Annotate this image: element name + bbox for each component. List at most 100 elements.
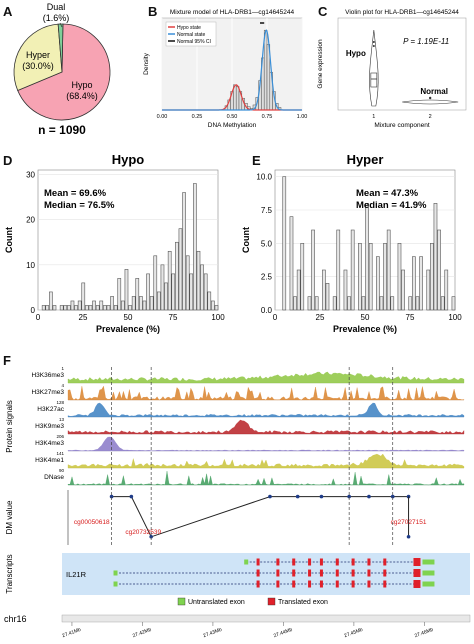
panel-f-coding-exon: [367, 580, 371, 588]
panel-b-xlabel: DNA Methylation: [208, 122, 257, 129]
panel-f-coord-label: 27.45Mb: [343, 627, 364, 639]
panel-f-utr-exon: [113, 581, 118, 587]
panel-f-coding-exon: [367, 558, 371, 566]
panel-f-coding-exon: [256, 580, 260, 588]
panel-f-transcripts-bg: [62, 553, 470, 595]
panel-f-coding-exon: [383, 569, 387, 577]
panel-b-xtick: 0.25: [192, 114, 203, 120]
panel-b-label: B: [148, 4, 158, 19]
panel-f-coding-exon: [319, 558, 323, 566]
panel-f-track-scale: 141: [56, 451, 64, 456]
panel-f-coding-exon: [276, 569, 280, 577]
pie-slice-hyper: [13, 23, 63, 91]
panel-f-dm-line: [111, 496, 409, 538]
panel-b-xtick: 0.50: [227, 114, 238, 120]
panel-f-coding-exon: [413, 569, 421, 577]
panel-f-track-signal: [67, 419, 465, 435]
panel-e-bar: [401, 269, 405, 311]
panel-f-track-scale: 206: [56, 434, 64, 439]
panel-f-track-label: H3K9me3: [35, 423, 64, 430]
panel-d-bar: [70, 300, 75, 311]
panel-f-signals-group-label: Protein signals: [5, 400, 14, 452]
panel-d-ytick: 20: [26, 216, 35, 225]
panel-c-title: Violin plot for HLA-DRB1—cg14645244: [345, 9, 459, 16]
panel-f-track-scale: 1: [61, 366, 64, 371]
panel-c-ylabel: Gene expression: [317, 39, 324, 89]
panel-e-plot-area: [274, 169, 456, 311]
panel-f-coding-exon: [256, 558, 260, 566]
panel-e-ytick: 2.5: [261, 273, 273, 282]
panel-d-bar: [59, 305, 64, 311]
panel-d-xtick: 75: [169, 313, 178, 322]
panel-f-coding-exon: [276, 558, 280, 566]
panel-c-label: C: [318, 4, 328, 19]
panel-c-annotation-normal: Normal: [420, 87, 448, 96]
panel-e-bar: [451, 296, 456, 311]
panel-b-xtick: 0.00: [157, 114, 168, 120]
panel-f-dm-point: [367, 494, 371, 499]
panel-d-bar: [185, 255, 190, 311]
panel-f-track-label: DNase: [44, 474, 64, 481]
panel-f-track-signal: [67, 453, 465, 469]
panel-d-bar: [164, 282, 168, 311]
panel-e-bar: [296, 269, 301, 311]
panel-d-bar: [103, 305, 107, 311]
panel-f-cpg-label: cg20732539: [125, 529, 161, 536]
panel-e-bar: [426, 269, 431, 311]
panel-e-mean: Mean = 47.3%: [356, 188, 419, 199]
panel-b-normal-curve: [162, 29, 302, 111]
panel-e-xtick: 75: [406, 313, 415, 322]
panel-f-coding-exon: [256, 569, 260, 577]
panel-f-legend-swatch: [177, 597, 186, 606]
panel-f-chrom-label: chr16: [4, 614, 27, 624]
pie-label-hypo-name: Hypo: [71, 80, 92, 90]
panel-e-bar: [415, 296, 420, 311]
panel-f-track-label: H3K4me1: [35, 457, 64, 464]
panel-d-bar: [67, 305, 71, 311]
panel-f-dm-point: [109, 494, 114, 499]
panel-e-bar: [408, 296, 413, 311]
panel-f-coding-exon: [351, 558, 355, 566]
panel-f-coding-exon: [351, 580, 355, 588]
panel-e-bar: [314, 296, 319, 311]
panel-f-utr-exon: [244, 559, 249, 565]
panel-d-bar: [200, 264, 204, 311]
panel-d-bar: [74, 305, 78, 311]
panel-f-coding-exon: [383, 558, 387, 566]
panel-f-tx-group-label: Transcripts: [5, 554, 14, 593]
panel-f-dm-point: [129, 494, 134, 499]
panel-f-coord-label: 27.41Mb: [61, 627, 82, 639]
panel-e-bar: [379, 296, 384, 311]
panel-f-legend-swatch: [267, 597, 276, 606]
panel-c-violin-normal: [402, 99, 459, 105]
panel-d-bar: [214, 305, 219, 311]
panel-e-bar: [433, 203, 438, 311]
panel-d-title: Hypo: [112, 152, 145, 167]
panel-f-coding-exon: [367, 569, 371, 577]
panel-e-xtick: 25: [316, 313, 325, 322]
panel-d-xtick: 100: [211, 313, 225, 322]
panel-d-bar: [142, 300, 147, 311]
panel-a-pie-chart: Hypo(68.4%) Hyper(30.0%) Dual(1.6%) n = 109…: [13, 2, 111, 137]
panel-d-bar: [207, 291, 212, 311]
panel-f-dm-point: [268, 494, 272, 499]
panel-d-bar: [160, 264, 165, 311]
panel-f-coding-exon: [292, 558, 296, 566]
panel-b-hist-bar: [263, 29, 268, 111]
panel-e-bar: [430, 243, 434, 311]
panel-e-bar: [412, 256, 416, 311]
panel-b-hist-bar: [235, 86, 240, 111]
panel-d-bar: [85, 305, 89, 311]
panel-f-legend-label: Translated exon: [278, 599, 328, 606]
panel-c-violin-plot: Violin plot for HLA-DRB1—cg14645244 Gene …: [317, 9, 467, 129]
panel-b-xtick: 1.00: [297, 114, 308, 120]
panel-d-bar: [99, 300, 104, 311]
panel-c-box-hypo: [370, 72, 378, 88]
panel-f-coding-exon: [335, 569, 339, 577]
panel-f-dm-point: [390, 494, 395, 499]
panel-f-track-label: H3K36me3: [31, 372, 64, 379]
panel-e-bar: [311, 229, 315, 311]
panel-e-bar: [397, 243, 402, 311]
panel-c-annotation-hypo: Hypo: [346, 49, 366, 58]
